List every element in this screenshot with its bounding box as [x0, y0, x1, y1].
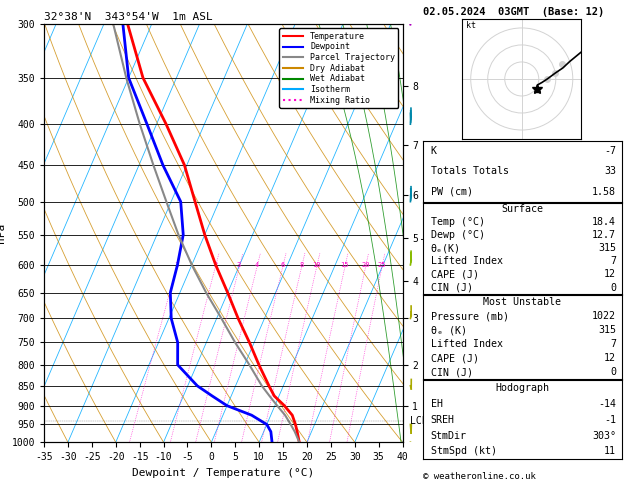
Text: 02.05.2024  03GMT  (Base: 12): 02.05.2024 03GMT (Base: 12) — [423, 7, 604, 17]
Text: EH: EH — [431, 399, 443, 409]
Text: 315: 315 — [598, 325, 616, 335]
Text: 8: 8 — [299, 262, 304, 268]
Legend: Temperature, Dewpoint, Parcel Trajectory, Dry Adiabat, Wet Adiabat, Isotherm, Mi: Temperature, Dewpoint, Parcel Trajectory… — [279, 29, 398, 108]
Text: 7: 7 — [610, 257, 616, 266]
Text: SREH: SREH — [431, 415, 455, 425]
Text: Dewp (°C): Dewp (°C) — [431, 230, 485, 240]
Text: 315: 315 — [598, 243, 616, 253]
Y-axis label: km
ASL: km ASL — [421, 225, 443, 242]
Text: -14: -14 — [598, 399, 616, 409]
Text: 12: 12 — [604, 353, 616, 363]
Text: CIN (J): CIN (J) — [431, 367, 472, 377]
Text: Surface: Surface — [501, 204, 543, 214]
Text: Most Unstable: Most Unstable — [483, 297, 562, 307]
Text: CAPE (J): CAPE (J) — [431, 269, 479, 279]
Text: 6: 6 — [281, 262, 285, 268]
Text: Lifted Index: Lifted Index — [431, 339, 503, 349]
Text: -7: -7 — [604, 146, 616, 156]
Text: kt: kt — [465, 21, 476, 30]
Text: 12.7: 12.7 — [592, 230, 616, 240]
Text: StmSpd (kt): StmSpd (kt) — [431, 446, 497, 456]
Text: 1.58: 1.58 — [592, 187, 616, 196]
Y-axis label: hPa: hPa — [0, 223, 6, 243]
Text: θₑ (K): θₑ (K) — [431, 325, 467, 335]
Text: 3: 3 — [237, 262, 242, 268]
Text: 1022: 1022 — [592, 311, 616, 321]
Text: PW (cm): PW (cm) — [431, 187, 472, 196]
Text: Hodograph: Hodograph — [496, 383, 549, 393]
Text: K: K — [431, 146, 437, 156]
Text: θₑ(K): θₑ(K) — [431, 243, 460, 253]
Text: Totals Totals: Totals Totals — [431, 166, 509, 176]
Text: 303°: 303° — [592, 431, 616, 440]
Text: Lifted Index: Lifted Index — [431, 257, 503, 266]
Text: 7: 7 — [610, 339, 616, 349]
Text: 1: 1 — [174, 262, 179, 268]
Text: 0: 0 — [610, 367, 616, 377]
Text: Pressure (mb): Pressure (mb) — [431, 311, 509, 321]
Text: StmDir: StmDir — [431, 431, 467, 440]
Text: CIN (J): CIN (J) — [431, 282, 472, 293]
Text: -1: -1 — [604, 415, 616, 425]
X-axis label: Dewpoint / Temperature (°C): Dewpoint / Temperature (°C) — [132, 468, 314, 478]
Text: 25: 25 — [377, 262, 386, 268]
Text: 18.4: 18.4 — [592, 217, 616, 227]
Text: Temp (°C): Temp (°C) — [431, 217, 485, 227]
Text: 32°38'N  343°54'W  1m ASL: 32°38'N 343°54'W 1m ASL — [44, 12, 213, 22]
Text: 2: 2 — [213, 262, 217, 268]
Text: 11: 11 — [604, 446, 616, 456]
Text: 4: 4 — [255, 262, 259, 268]
Text: © weatheronline.co.uk: © weatheronline.co.uk — [423, 472, 535, 481]
Text: CAPE (J): CAPE (J) — [431, 353, 479, 363]
Text: 33: 33 — [604, 166, 616, 176]
Text: 20: 20 — [361, 262, 370, 268]
Text: LCL: LCL — [409, 416, 427, 426]
Text: 15: 15 — [340, 262, 349, 268]
Text: 12: 12 — [604, 269, 616, 279]
Text: 10: 10 — [312, 262, 321, 268]
Text: 0: 0 — [610, 282, 616, 293]
